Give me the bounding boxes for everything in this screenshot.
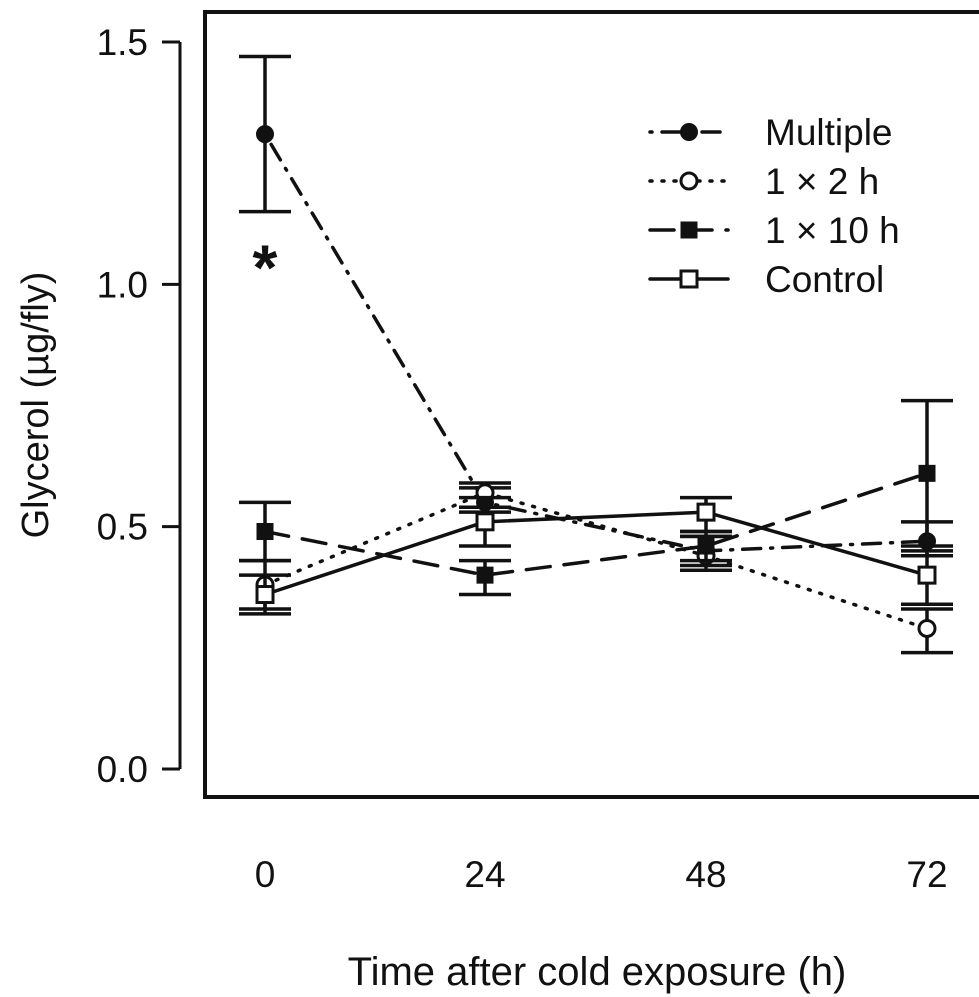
legend-label: Multiple (765, 112, 893, 153)
y-axis: 0.0 0.5 1.0 1.5 (97, 22, 182, 790)
x-axis: 0 24 48 72 (255, 854, 948, 895)
series-layer (239, 54, 953, 655)
data-point-marker (917, 565, 937, 585)
data-point-marker (696, 502, 716, 522)
data-point-marker (679, 171, 699, 191)
data-point-marker (680, 221, 698, 239)
legend-item: 1 × 10 h (648, 210, 900, 251)
x-axis-label: Time after cold exposure (h) (348, 950, 847, 994)
x-tick-label: 72 (906, 854, 947, 895)
x-tick-label: 24 (464, 854, 505, 895)
legend: Multiple 1 × 2 h 1 × 10 h Control (648, 112, 900, 300)
data-point-marker (475, 512, 495, 532)
data-point-marker (255, 585, 275, 605)
data-point-marker (256, 523, 274, 541)
legend-label: 1 × 10 h (765, 210, 900, 251)
data-point-marker (679, 269, 699, 289)
y-tick-label: 0.0 (97, 749, 148, 790)
series-1-10-h (239, 398, 953, 597)
annotations: * (253, 231, 278, 303)
x-tick-label: 48 (685, 854, 726, 895)
legend-item: Control (648, 259, 884, 300)
series-line (263, 490, 929, 631)
series-line (263, 132, 929, 553)
data-point-marker (697, 537, 715, 555)
data-point-marker (680, 123, 698, 141)
legend-item: Multiple (648, 112, 893, 153)
series-control (239, 495, 953, 616)
y-tick-label: 1.0 (97, 264, 148, 305)
y-tick-label: 0.5 (97, 507, 148, 548)
significance-asterisk: * (253, 231, 278, 303)
data-point-marker (256, 125, 274, 144)
y-axis-label: Glycerol (µg/fly) (15, 272, 57, 539)
series-line (263, 510, 929, 597)
legend-label: Control (765, 259, 884, 300)
data-point-marker (918, 464, 936, 482)
plot-frame (203, 10, 979, 799)
legend-item: 1 × 2 h (648, 161, 879, 202)
data-point-marker (476, 566, 494, 584)
y-tick-label: 1.5 (97, 22, 148, 63)
x-tick-label: 0 (255, 854, 276, 895)
data-point-marker (917, 618, 937, 638)
legend-label: 1 × 2 h (765, 161, 879, 202)
